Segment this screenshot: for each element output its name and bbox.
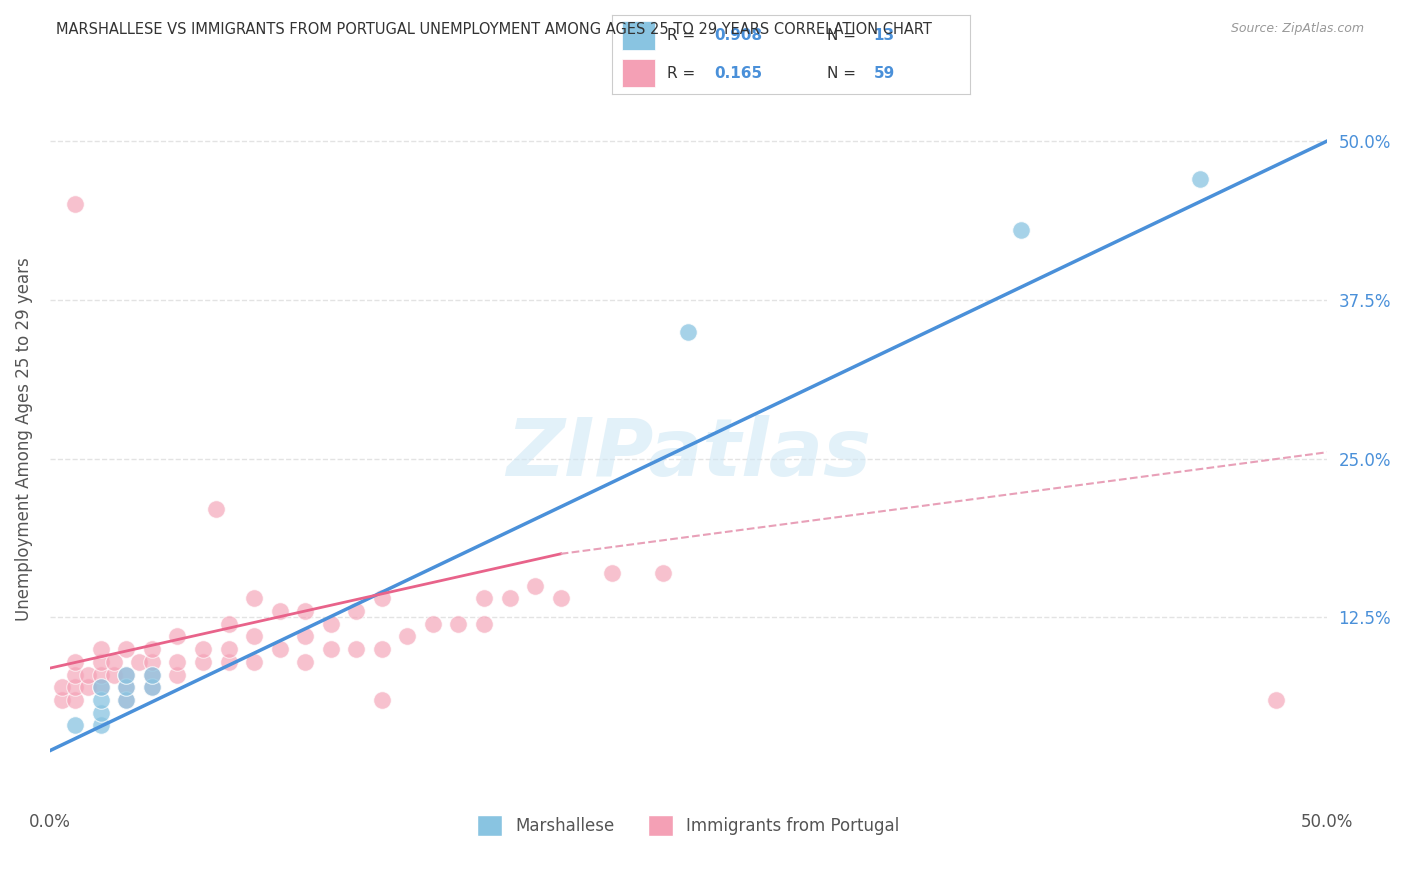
Point [141,680,163,694]
Point [141,680,163,694]
Point [1010,223,1032,237]
Text: 59: 59 [873,66,894,81]
Point [115,667,138,681]
Point [63,655,86,669]
Point [51,680,73,694]
Point [1265,693,1288,707]
Point [524,579,547,593]
Text: N =: N = [827,66,860,81]
Point [243,629,266,643]
Text: 0.165: 0.165 [714,66,762,81]
Point [103,667,125,681]
Point [218,642,240,657]
Point [294,604,316,618]
FancyBboxPatch shape [623,59,655,87]
Point [269,642,291,657]
Y-axis label: Unemployment Among Ages 25 to 29 years: Unemployment Among Ages 25 to 29 years [15,258,32,622]
Text: R =: R = [668,66,706,81]
FancyBboxPatch shape [623,21,655,50]
Point [115,680,138,694]
Text: R =: R = [668,28,700,43]
Point [651,566,673,580]
Point [269,604,291,618]
Point [115,642,138,657]
Point [90,642,112,657]
Point [600,566,623,580]
Point [115,680,138,694]
Point [472,591,495,606]
Point [63,693,86,707]
Point [218,655,240,669]
Point [294,655,316,669]
Point [90,680,112,694]
Point [191,642,214,657]
Legend: Marshallese, Immigrants from Portugal: Marshallese, Immigrants from Portugal [468,807,908,844]
Point [90,655,112,669]
Point [1188,172,1211,186]
Point [103,655,125,669]
Text: 13: 13 [873,28,894,43]
Text: N =: N = [827,28,860,43]
Point [115,693,138,707]
Point [191,655,214,669]
Point [141,667,163,681]
Text: ZIPatlas: ZIPatlas [506,415,870,493]
Point [77,680,100,694]
Point [77,667,100,681]
Point [396,629,419,643]
Point [243,655,266,669]
Point [90,718,112,732]
Point [344,642,367,657]
Point [63,197,86,211]
Text: 0.908: 0.908 [714,28,762,43]
Point [63,680,86,694]
Point [371,642,394,657]
Point [90,706,112,720]
Point [678,325,700,339]
Point [90,667,112,681]
Point [141,642,163,657]
Point [128,655,150,669]
Point [447,616,470,631]
Point [90,680,112,694]
Point [51,693,73,707]
Point [498,591,520,606]
Point [166,667,188,681]
Point [63,718,86,732]
Text: MARSHALLESE VS IMMIGRANTS FROM PORTUGAL UNEMPLOYMENT AMONG AGES 25 TO 29 YEARS C: MARSHALLESE VS IMMIGRANTS FROM PORTUGAL … [56,22,932,37]
Point [166,655,188,669]
Point [319,642,342,657]
Point [294,629,316,643]
Point [550,591,572,606]
Point [204,502,226,516]
Point [218,616,240,631]
Point [141,655,163,669]
Point [243,591,266,606]
Text: Source: ZipAtlas.com: Source: ZipAtlas.com [1230,22,1364,36]
Point [422,616,444,631]
Point [115,667,138,681]
Point [319,616,342,631]
Point [371,693,394,707]
Point [90,693,112,707]
Point [141,667,163,681]
Point [166,629,188,643]
Point [115,693,138,707]
Point [371,591,394,606]
Point [63,667,86,681]
Point [344,604,367,618]
Point [472,616,495,631]
